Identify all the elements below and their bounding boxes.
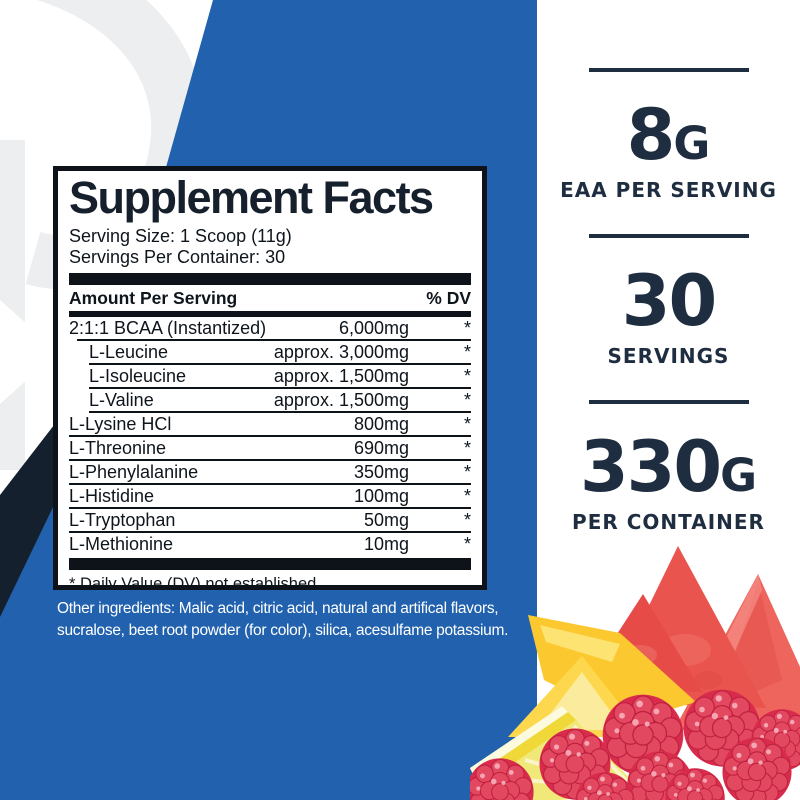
table-row: L-Isoleucine approx. 1,500mg * [69,365,471,389]
ingredient-name: L-Methionine [69,534,174,555]
fruit-image [470,546,800,800]
supplement-facts-panel: Supplement Facts Serving Size: 1 Scoop (… [53,166,487,590]
stat-label: SERVINGS [607,344,730,368]
stat-divider [588,234,749,238]
ingredient-amount: 10mg [363,534,409,555]
ingredient-amount: 50mg [363,510,409,531]
highlight-stat: 8G EAA PER SERVING [537,68,800,202]
table-row: L-Methionine 10mg * [69,533,471,557]
stat-number: 330 [579,426,722,508]
ingredient-dv: * [463,390,471,411]
table-row: 2:1:1 BCAA (Instantized) 6,000mg * [69,317,471,341]
ingredient-amount: 350mg [353,462,409,483]
ingredient-name: L-Histidine [69,486,155,507]
table-row: L-Lysine HCl 800mg * [69,413,471,437]
supplement-facts-title: Supplement Facts [69,172,434,223]
table-row: L-Valine approx. 1,500mg * [69,389,471,413]
divider-bar [69,557,471,570]
other-ingredients: Other ingredients: Malic acid, citric ac… [57,598,535,642]
stat-number: 30 [621,260,717,342]
ingredient-dv: * [463,534,471,555]
ingredient-table: 2:1:1 BCAA (Instantized) 6,000mg * L-Leu… [69,317,471,557]
ingredient-dv: * [463,438,471,459]
ingredient-dv: * [463,486,471,507]
serving-size: Serving Size: 1 Scoop (11g) [69,225,292,246]
stat-divider [588,68,749,72]
highlight-stat: 30 SERVINGS [537,234,800,368]
other-ingredients-line: Other ingredients: Malic acid, citric ac… [57,600,499,617]
ingredient-amount: approx. 1,500mg [273,366,409,387]
divider-bar [69,272,471,285]
ingredient-name: L-Valine [89,390,154,411]
highlight-stats-column: 8G EAA PER SERVING 30 SERVINGS 330G PER … [537,36,800,534]
servings-per-container: Servings Per Container: 30 [69,246,286,267]
ingredient-name: 2:1:1 BCAA (Instantized) [69,318,267,339]
pineapple-slice [528,615,696,722]
ingredient-dv: * [463,510,471,531]
ingredient-amount: 800mg [353,414,409,435]
ingredient-amount: approx. 1,500mg [273,390,409,411]
dv-header: % DV [426,287,471,308]
ingredient-amount: approx. 3,000mg [273,342,409,363]
other-ingredients-line: sucralose, beet root powder (for color),… [57,622,509,639]
stat-value: 30 [537,266,800,336]
divider-bar [69,310,471,317]
ingredient-name: L-Phenylalanine [69,462,199,483]
table-row: L-Threonine 690mg * [69,437,471,461]
table-row: L-Histidine 100mg * [69,485,471,509]
stat-unit: G [673,117,711,170]
ingredient-dv: * [463,342,471,363]
ingredient-dv: * [463,366,471,387]
table-row: L-Leucine approx. 3,000mg * [69,341,471,365]
ingredient-name: L-Threonine [69,438,167,459]
stat-value: 330G [537,432,800,502]
stat-value: 8G [537,100,800,170]
ingredient-name: L-Isoleucine [89,366,187,387]
ingredient-dv: * [463,462,471,483]
ingredient-amount: 6,000mg [338,318,409,339]
ingredient-amount: 690mg [353,438,409,459]
table-row: L-Phenylalanine 350mg * [69,461,471,485]
stat-number: 8 [626,94,676,176]
stat-label: EAA PER SERVING [560,178,777,202]
stat-unit: G [720,449,758,502]
ingredient-dv: * [463,414,471,435]
ingredient-name: L-Lysine HCl [69,414,172,435]
dv-footnote: * Daily Value (DV) not established. [69,574,321,590]
highlight-stat: 330G PER CONTAINER [537,400,800,534]
amount-per-serving-header: Amount Per Serving [69,287,238,308]
stat-label: PER CONTAINER [572,510,765,534]
table-row: L-Tryptophan 50mg * [69,509,471,533]
table-header-row: Amount Per Serving % DV [69,285,471,311]
ingredient-name: L-Tryptophan [69,510,176,531]
ingredient-dv: * [463,318,471,339]
ingredient-name: L-Leucine [89,342,169,363]
ingredient-amount: 100mg [353,486,409,507]
stat-divider [588,400,749,404]
